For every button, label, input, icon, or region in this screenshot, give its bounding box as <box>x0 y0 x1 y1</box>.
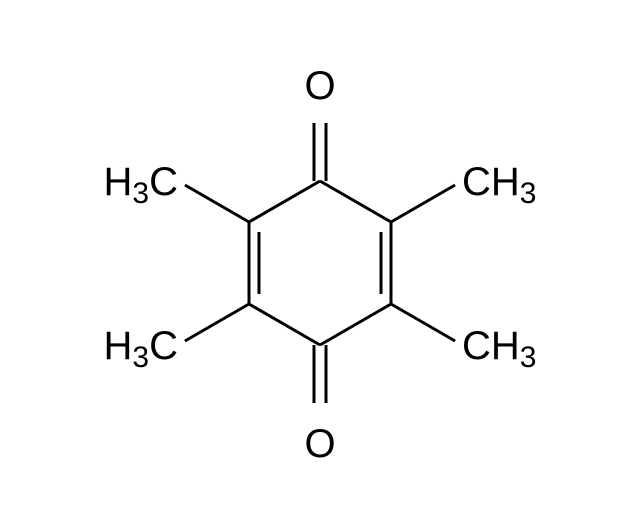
atom-label-m2: CH3 <box>462 160 536 210</box>
bond-line <box>185 304 249 341</box>
atom-label-o2: O <box>304 422 335 466</box>
atom-label-m5: H3C <box>104 324 178 374</box>
atom-label-m3: CH3 <box>462 324 536 374</box>
atom-label-o1: O <box>304 64 335 108</box>
bond-line <box>320 181 391 222</box>
bond-line <box>320 304 391 345</box>
bond-line <box>185 185 249 222</box>
atom-label-m6: H3C <box>104 160 178 210</box>
bond-line <box>391 304 455 341</box>
molecule-diagram: O O CH3 CH3 H3C H3C <box>0 0 640 526</box>
labels-layer: O O CH3 CH3 H3C H3C <box>104 64 537 466</box>
bond-line <box>249 181 320 222</box>
bond-line <box>391 185 455 222</box>
bonds-layer <box>185 123 455 403</box>
bond-line <box>249 304 320 345</box>
